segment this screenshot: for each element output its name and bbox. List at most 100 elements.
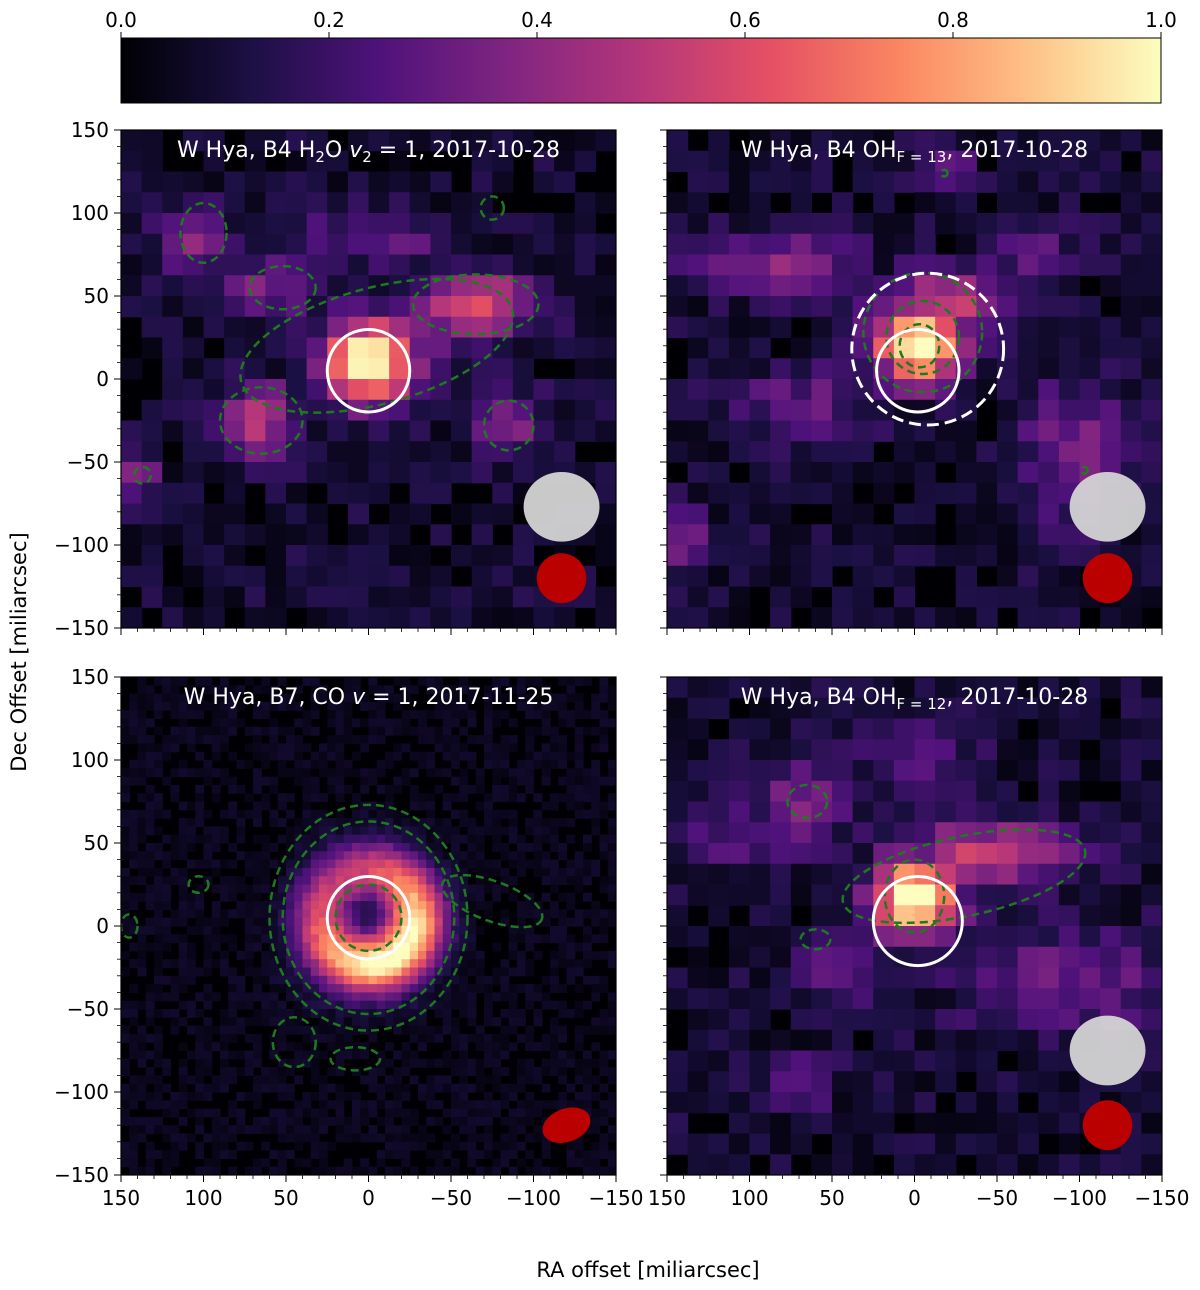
heatmap-pixel xyxy=(170,984,180,993)
heatmap-pixel xyxy=(451,1042,460,1052)
heatmap-pixel xyxy=(195,1009,205,1018)
heatmap-pixel xyxy=(401,967,411,977)
panel-title: W Hya, B7, CO v = 1, 2017-11-25 xyxy=(184,685,554,710)
heatmap-pixel xyxy=(368,130,390,152)
heatmap-pixel xyxy=(550,959,559,969)
heatmap-pixel xyxy=(335,851,345,861)
heatmap-pixel xyxy=(459,793,469,803)
heatmap-pixel xyxy=(294,909,304,919)
heatmap-pixel xyxy=(467,934,477,944)
heatmap-pixel xyxy=(893,275,916,297)
heatmap-pixel xyxy=(137,1050,147,1060)
heatmap-pixel xyxy=(770,946,792,969)
heatmap-pixel xyxy=(558,677,568,686)
heatmap-pixel xyxy=(401,677,411,686)
heatmap-pixel xyxy=(228,909,238,919)
heatmap-pixel xyxy=(914,524,936,546)
heatmap-pixel xyxy=(393,1141,403,1151)
heatmap-pixel xyxy=(253,834,262,844)
heatmap-pixel xyxy=(451,462,473,484)
heatmap-pixel xyxy=(137,876,147,886)
heatmap-pixel xyxy=(389,379,411,401)
heatmap-pixel xyxy=(811,171,833,193)
heatmap-pixel xyxy=(599,1009,609,1018)
heatmap-pixel xyxy=(426,768,436,778)
heatmap-pixel xyxy=(360,909,370,919)
heatmap-pixel xyxy=(327,1042,337,1052)
colorbar-tick-label: 0.0 xyxy=(105,8,137,32)
heatmap-pixel xyxy=(1100,233,1122,256)
heatmap-pixel xyxy=(591,1125,601,1135)
heatmap-pixel xyxy=(220,726,229,736)
heatmap-pixel xyxy=(607,818,616,827)
heatmap-pixel xyxy=(484,876,493,886)
heatmap-pixel xyxy=(170,867,180,877)
heatmap-pixel xyxy=(129,701,139,711)
heatmap-pixel xyxy=(667,150,689,173)
heatmap-pixel xyxy=(976,677,998,699)
heatmap-pixel xyxy=(790,379,812,401)
heatmap-pixel xyxy=(261,959,271,969)
heatmap-pixel xyxy=(294,1058,304,1068)
heatmap-pixel xyxy=(997,482,1019,505)
heatmap-pixel xyxy=(790,988,812,1010)
heatmap-pixel xyxy=(1079,1154,1101,1175)
heatmap-pixel xyxy=(811,233,833,256)
heatmap-pixel xyxy=(442,1083,452,1093)
heatmap-pixel xyxy=(500,1042,510,1052)
heatmap-pixel xyxy=(286,793,295,803)
heatmap-pixel xyxy=(574,1141,584,1151)
heatmap-pixel xyxy=(236,876,246,886)
heatmap-pixel xyxy=(1079,697,1101,720)
heatmap-pixel xyxy=(211,726,221,736)
heatmap-pixel xyxy=(492,337,514,359)
heatmap-pixel xyxy=(277,793,287,803)
heatmap-pixel xyxy=(401,867,411,877)
heatmap-pixel xyxy=(228,859,238,869)
heatmap-pixel xyxy=(368,565,390,588)
heatmap-pixel xyxy=(376,693,386,703)
heatmap-pixel xyxy=(418,934,427,944)
heatmap-pixel xyxy=(475,901,485,910)
heatmap-pixel xyxy=(244,942,254,952)
heatmap-pixel xyxy=(935,739,957,761)
heatmap-pixel xyxy=(708,171,730,193)
heatmap-pixel xyxy=(492,607,514,628)
heatmap-pixel xyxy=(195,801,205,811)
heatmap-pixel xyxy=(832,213,854,235)
heatmap-pixel xyxy=(352,1025,361,1035)
heatmap-pixel xyxy=(360,1133,370,1143)
heatmap-pixel xyxy=(244,233,266,256)
heatmap-pixel xyxy=(667,607,689,628)
heatmap-pixel xyxy=(574,399,596,422)
heatmap-pixel xyxy=(533,834,543,844)
heatmap-pixel xyxy=(203,677,213,686)
heatmap-pixel xyxy=(310,1025,320,1035)
heatmap-pixel xyxy=(533,337,555,359)
heatmap-pixel xyxy=(599,851,609,861)
heatmap-pixel xyxy=(533,751,543,761)
heatmap-pixel xyxy=(687,399,709,422)
heatmap-pixel xyxy=(893,967,916,989)
heatmap-pixel xyxy=(1100,946,1122,969)
heatmap-pixel xyxy=(955,760,977,782)
heatmap-pixel xyxy=(832,801,854,823)
heatmap-pixel xyxy=(451,743,460,753)
heatmap-pixel xyxy=(599,693,609,703)
heatmap-pixel xyxy=(269,818,279,827)
heatmap-pixel xyxy=(1038,337,1060,359)
heatmap-pixel xyxy=(401,1067,411,1076)
heatmap-pixel xyxy=(525,693,535,703)
heatmap-pixel xyxy=(409,586,431,608)
heatmap-pixel xyxy=(335,1025,345,1035)
heatmap-pixel xyxy=(955,1029,977,1052)
heatmap-pixel xyxy=(997,863,1019,886)
heatmap-pixel xyxy=(566,901,576,910)
heatmap-pixel xyxy=(162,1108,172,1118)
heatmap-pixel xyxy=(852,843,874,865)
heatmap-pixel xyxy=(154,1058,163,1068)
heatmap-pixel xyxy=(129,1042,139,1052)
heatmap-pixel xyxy=(574,743,584,753)
heatmap-pixel xyxy=(434,1000,444,1010)
heatmap-pixel xyxy=(343,1125,353,1135)
